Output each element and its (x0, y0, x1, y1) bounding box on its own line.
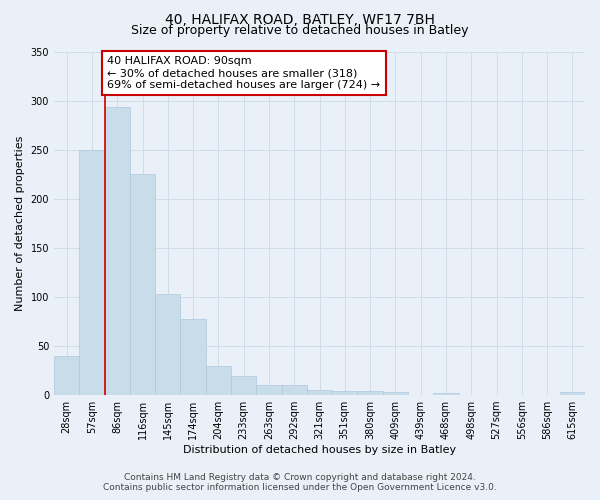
Bar (560, 392, 585, 395)
Bar (155, 294, 181, 395)
Bar (181, 320, 206, 395)
Text: 40 HALIFAX ROAD: 90sqm
← 30% of detached houses are smaller (318)
69% of semi-de: 40 HALIFAX ROAD: 90sqm ← 30% of detached… (107, 56, 380, 90)
Bar (206, 366, 231, 395)
Bar (281, 386, 307, 395)
Bar (383, 392, 408, 395)
Text: Size of property relative to detached houses in Batley: Size of property relative to detached ho… (131, 24, 469, 37)
Bar (130, 174, 155, 395)
Bar (433, 393, 458, 395)
Text: 40, HALIFAX ROAD, BATLEY, WF17 7BH: 40, HALIFAX ROAD, BATLEY, WF17 7BH (165, 12, 435, 26)
Bar (256, 386, 281, 395)
Y-axis label: Number of detached properties: Number of detached properties (15, 136, 25, 311)
Bar (79, 150, 104, 395)
Bar (231, 376, 256, 395)
Bar (307, 390, 332, 395)
Text: Contains HM Land Registry data © Crown copyright and database right 2024.
Contai: Contains HM Land Registry data © Crown c… (103, 473, 497, 492)
Bar (104, 108, 130, 395)
Bar (358, 391, 383, 395)
Bar (54, 356, 79, 395)
Bar (332, 391, 358, 395)
X-axis label: Distribution of detached houses by size in Batley: Distribution of detached houses by size … (183, 445, 456, 455)
